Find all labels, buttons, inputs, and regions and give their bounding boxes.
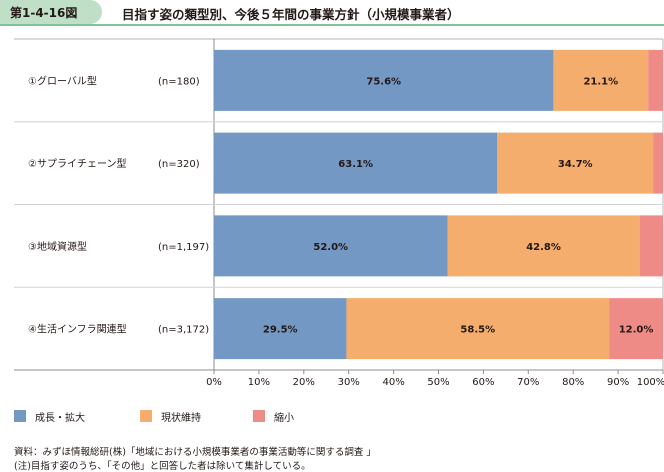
data-label: 34.7% <box>558 159 593 170</box>
header-rule <box>0 24 664 26</box>
legend-swatch-growth <box>14 410 26 422</box>
legend-item-shrink: 縮小 <box>253 410 294 424</box>
legend-label-growth: 成長・拡大 <box>35 412 85 424</box>
data-label: 52.0% <box>313 242 348 253</box>
sample-size-label: (n=1,197) <box>158 242 209 253</box>
x-tick-label: 20% <box>293 377 315 388</box>
bar-segment <box>648 49 663 111</box>
legend-item-growth: 成長・拡大 <box>14 410 85 424</box>
bar-segment <box>447 215 640 277</box>
category-label: ②サプライチェーン型 <box>28 157 126 170</box>
sample-size-label: (n=320) <box>158 159 200 170</box>
figure-number: 第1-4-16図 <box>10 6 78 20</box>
stacked-bar-chart: ①グローバル型 (n=180) 75.6% 21.1% ②サプライチェーン型 (n=320… <box>14 38 664 388</box>
category-label: ④生活インフラ関連型 <box>28 323 127 336</box>
category-label: ①グローバル型 <box>28 74 97 87</box>
x-tick-label: 40% <box>382 377 404 388</box>
bar-segment <box>214 298 347 360</box>
bar-segment <box>609 298 663 360</box>
footnote: (注)目指す姿のうち、「その他」と回答した者は除いて集計している。 <box>14 461 311 472</box>
data-label: 29.5% <box>263 325 298 336</box>
x-tick-label: 50% <box>427 377 449 388</box>
x-tick-label: 60% <box>472 377 494 388</box>
figure-number-tag: 第1-4-16図 <box>0 0 102 24</box>
sample-size-label: (n=3,172) <box>158 325 209 336</box>
sample-size-label: (n=180) <box>158 76 200 87</box>
bar-segment <box>214 215 448 277</box>
x-tick-label: 10% <box>248 377 270 388</box>
x-tick-label: 70% <box>517 377 539 388</box>
legend-item-maintain: 現状維持 <box>140 410 201 424</box>
legend-swatch-maintain <box>140 410 152 422</box>
x-tick-label: 30% <box>338 377 360 388</box>
x-tick-label: 100% <box>637 377 664 388</box>
bar-segment <box>639 215 663 277</box>
data-label: 12.0% <box>619 325 654 336</box>
x-tick-label: 80% <box>562 377 584 388</box>
x-tick-label: 0% <box>206 377 222 388</box>
figure-title: 目指す姿の類型別、今後５年間の事業方針（小規模事業者） <box>122 7 460 22</box>
legend-label-maintain: 現状維持 <box>161 412 201 424</box>
data-label: 42.8% <box>526 242 561 253</box>
bar-segment <box>653 132 663 194</box>
source-note: 資料：みずほ情報総研(株)「地域における小規模事業者の事業活動等に関する調査 」 <box>14 447 376 458</box>
data-label: 75.6% <box>366 76 401 87</box>
bar-segment <box>214 49 554 111</box>
bar-segment <box>214 132 498 194</box>
data-label: 21.1% <box>583 76 618 87</box>
data-label: 58.5% <box>460 325 495 336</box>
legend-swatch-shrink <box>253 410 265 422</box>
legend-label-shrink: 縮小 <box>274 412 294 424</box>
data-label: 63.1% <box>338 159 373 170</box>
category-label: ③地域資源型 <box>28 240 87 253</box>
bar-segment <box>346 298 610 360</box>
x-tick-label: 90% <box>607 377 629 388</box>
bar-segment <box>553 49 649 111</box>
bar-segment <box>497 132 654 194</box>
